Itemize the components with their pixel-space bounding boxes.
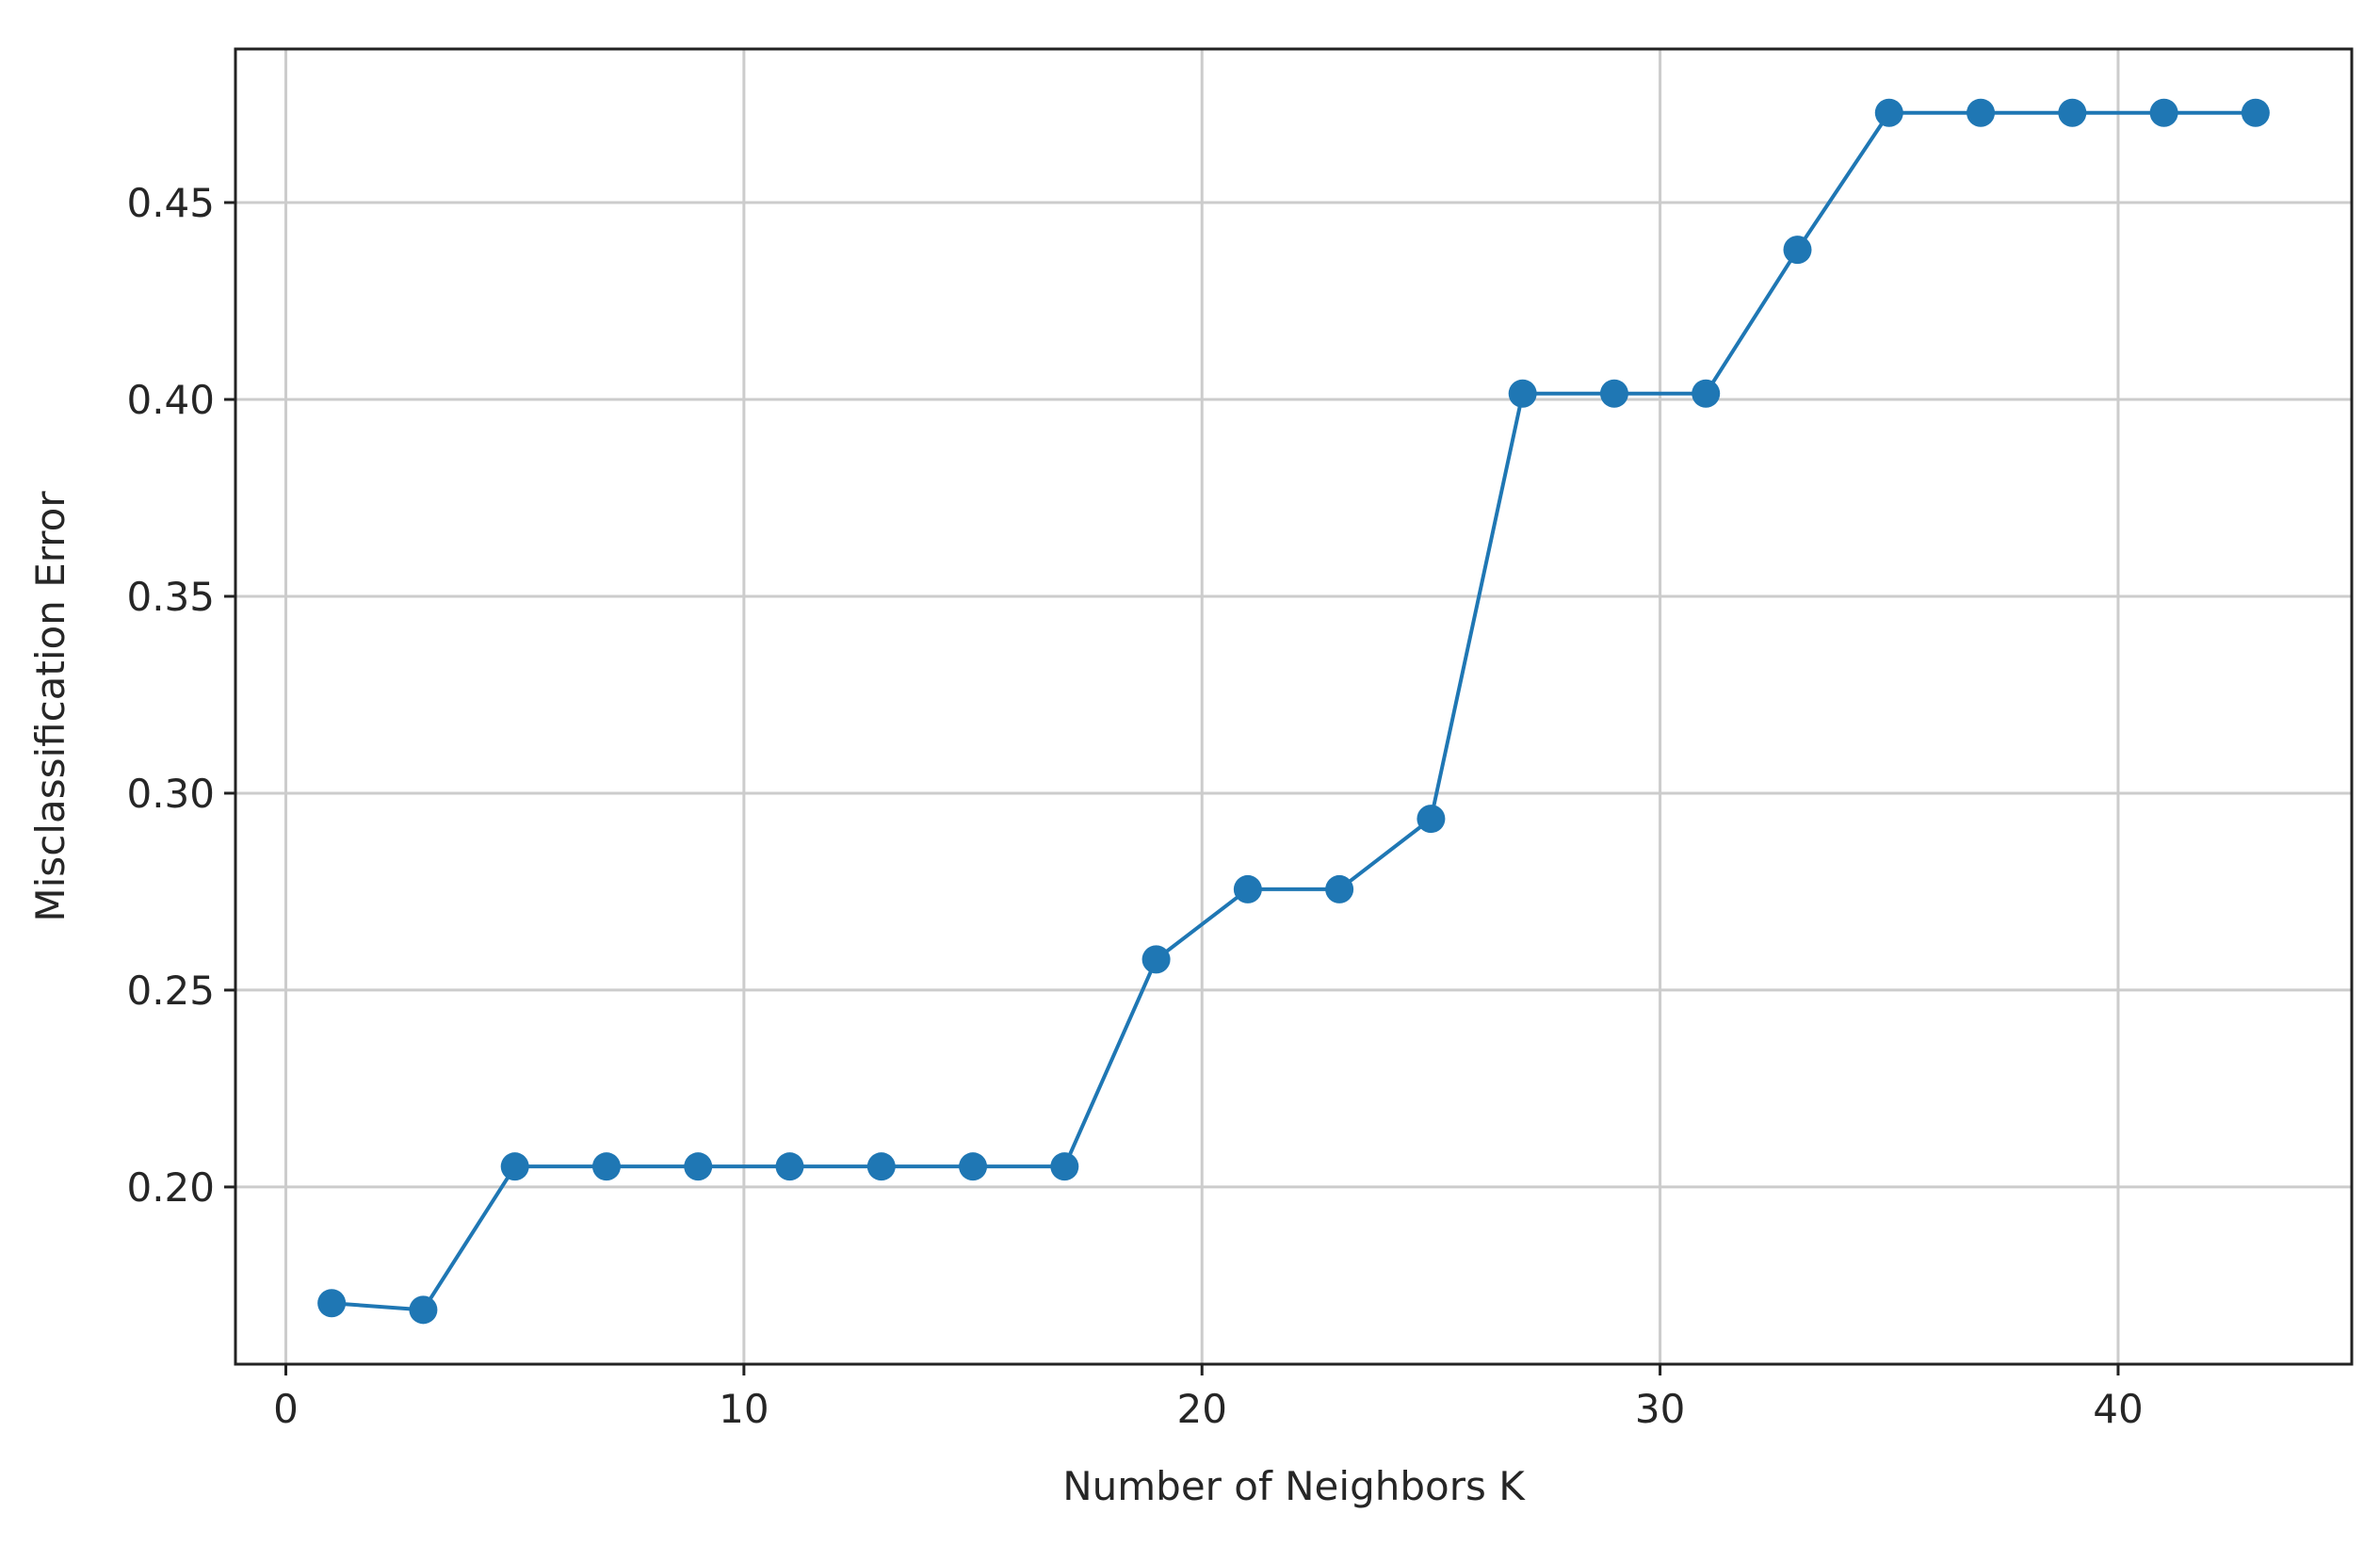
y-tick-label: 0.25 — [126, 968, 215, 1014]
data-point — [684, 1152, 713, 1181]
data-point — [866, 1152, 896, 1181]
data-point — [1967, 98, 1996, 127]
data-point — [1692, 379, 1721, 408]
axis-labels: Number of Neighbors K Misclassification … — [27, 491, 1526, 1509]
y-axis-label: Misclassification Error — [27, 491, 73, 922]
data-point — [2058, 98, 2087, 127]
data-point — [1141, 945, 1171, 974]
data-point — [1508, 379, 1537, 408]
data-point — [2149, 98, 2178, 127]
y-tick-label: 0.45 — [126, 180, 215, 226]
series-line — [331, 110, 2256, 1312]
data-point — [1599, 379, 1628, 408]
data-point — [2241, 98, 2270, 127]
x-tick-label: 10 — [719, 1386, 769, 1432]
data-point — [409, 1295, 438, 1325]
data-point — [1050, 1152, 1079, 1181]
x-tick-label: 40 — [2093, 1386, 2143, 1432]
data-point — [959, 1152, 988, 1181]
x-tick-label: 20 — [1177, 1386, 1227, 1432]
series — [317, 98, 2270, 1325]
data-point — [1783, 236, 1812, 265]
plot-area-frame — [234, 47, 2354, 1366]
ticks: 0 10 20 30 40 0.20 0.25 0.30 0.35 0.40 0.45 — [126, 180, 2143, 1432]
y-tick-label: 0.40 — [126, 377, 215, 423]
y-tick-label: 0.20 — [126, 1164, 215, 1211]
data-point — [1417, 805, 1446, 834]
y-tick-label: 0.35 — [126, 574, 215, 620]
data-point — [1325, 874, 1354, 903]
data-point — [317, 1289, 347, 1318]
y-tick-label: 0.30 — [126, 771, 215, 817]
x-tick-label: 0 — [273, 1386, 299, 1432]
axes-frame-group — [234, 47, 2354, 1366]
x-axis-label: Number of Neighbors K — [1062, 1463, 1526, 1509]
data-point — [1233, 874, 1262, 903]
x-tick-label: 30 — [1635, 1386, 1685, 1432]
data-point — [500, 1152, 529, 1181]
data-point — [1874, 98, 1903, 127]
data-point — [591, 1152, 621, 1181]
data-point — [775, 1152, 804, 1181]
grid — [235, 49, 2352, 1364]
